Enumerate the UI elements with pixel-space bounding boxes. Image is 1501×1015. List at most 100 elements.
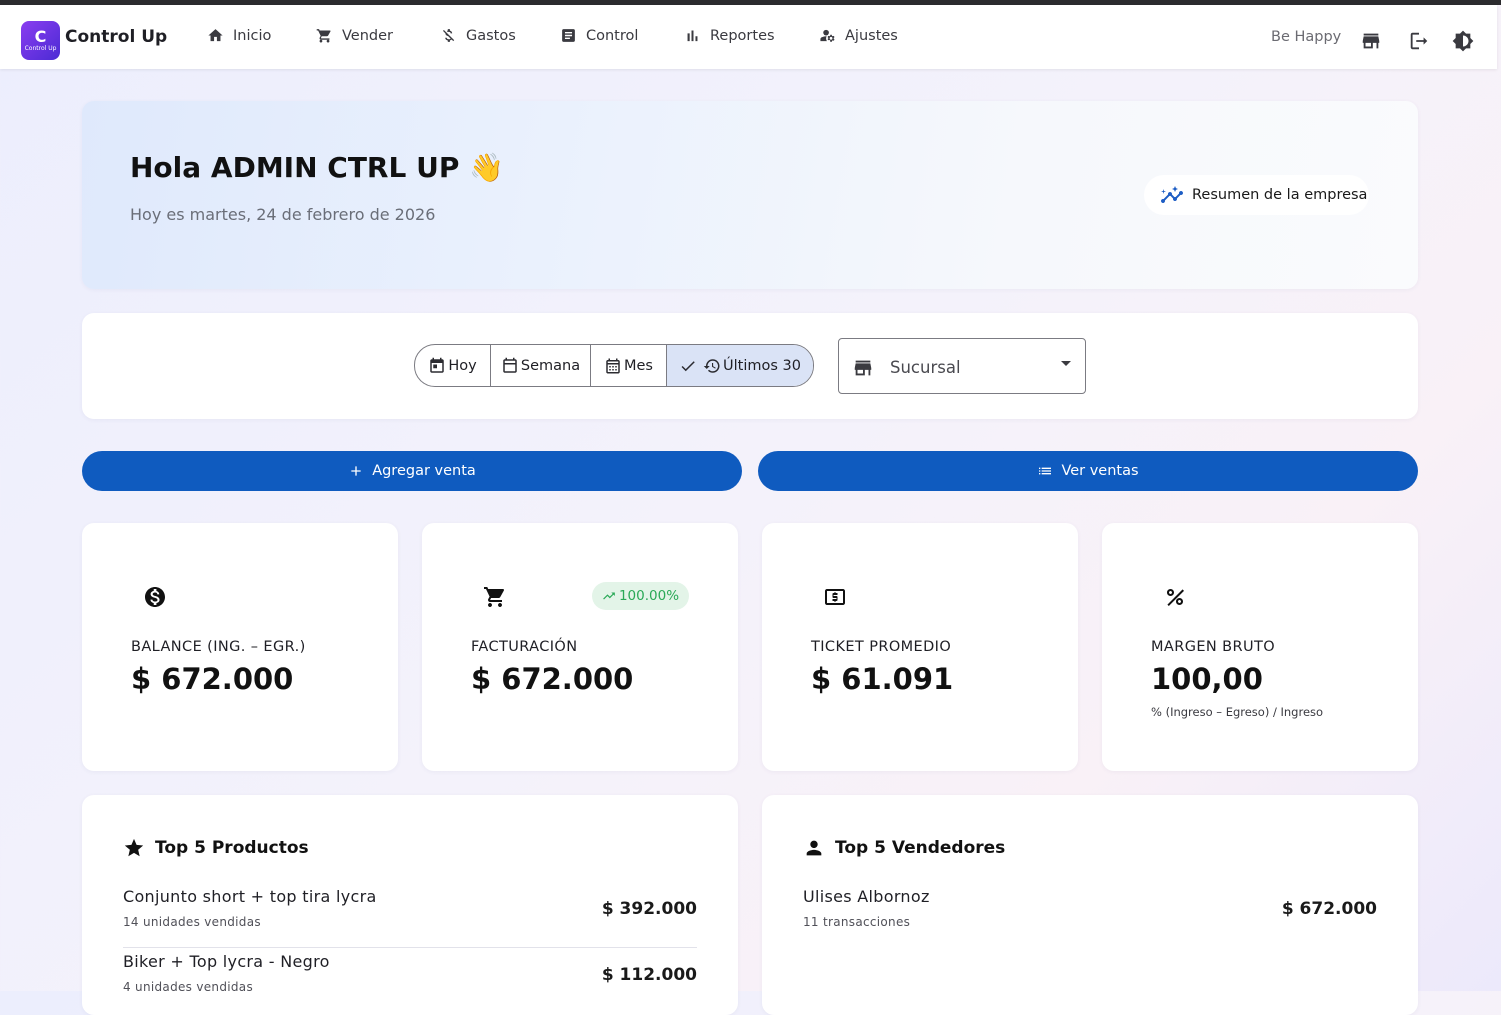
filter-panel: Hoy Semana Mes Últimos 30 Sucursal bbox=[82, 313, 1418, 419]
nav-label: Vender bbox=[342, 27, 393, 44]
product-units: 14 unidades vendidas bbox=[123, 915, 261, 929]
period-ultimos-30-button[interactable]: Últimos 30 bbox=[667, 345, 813, 386]
theme-toggle-button[interactable] bbox=[1452, 30, 1474, 52]
seller-amount: $ 672.000 bbox=[1281, 899, 1377, 919]
product-amount: $ 112.000 bbox=[601, 965, 697, 985]
product-amount: $ 392.000 bbox=[601, 899, 697, 919]
product-name: Biker + Top lycra - Negro bbox=[123, 952, 330, 971]
stat-label: BALANCE (ING. – EGR.) bbox=[131, 639, 306, 655]
title-text: Top 5 Vendedores bbox=[835, 838, 1006, 858]
trending-sparkle-icon bbox=[1161, 186, 1183, 203]
store-button[interactable] bbox=[1360, 30, 1382, 52]
stat-label: MARGEN BRUTO bbox=[1151, 639, 1276, 655]
stat-label: TICKET PROMEDIO bbox=[811, 639, 952, 655]
store-icon bbox=[1362, 33, 1380, 49]
add-sale-button[interactable]: Agregar venta bbox=[82, 451, 742, 491]
list-item[interactable]: Conjunto short + top tira lycra 14 unida… bbox=[123, 887, 697, 948]
greeting-title: Hola ADMIN CTRL UP 👋 bbox=[130, 151, 504, 184]
nav-label: Inicio bbox=[233, 27, 272, 44]
brand-name[interactable]: Control Up bbox=[65, 27, 168, 47]
welcome-hero: Hola ADMIN CTRL UP 👋 Hoy es martes, 24 d… bbox=[82, 101, 1418, 289]
seller-name: Ulises Albornoz bbox=[803, 887, 930, 906]
store-icon bbox=[854, 360, 872, 376]
top-navbar: C Control Up Control Up Inicio Vender Ga… bbox=[0, 5, 1497, 69]
top-products-card: Top 5 Productos Conjunto short + top tir… bbox=[82, 795, 738, 1015]
app-logo[interactable]: C Control Up bbox=[21, 21, 60, 60]
nav-label: Control bbox=[586, 27, 639, 44]
seller-transactions: 11 transacciones bbox=[803, 915, 911, 929]
plus-icon bbox=[351, 466, 361, 476]
product-name: Conjunto short + top tira lycra bbox=[123, 887, 377, 906]
dollar-circle-icon bbox=[145, 587, 165, 607]
list-icon bbox=[1039, 467, 1052, 475]
product-units: 4 unidades vendidas bbox=[123, 980, 253, 994]
top-sellers-title: Top 5 Vendedores bbox=[803, 837, 1005, 859]
company-summary-button[interactable]: Resumen de la empresa bbox=[1144, 175, 1369, 215]
stat-value: $ 61.091 bbox=[811, 662, 954, 696]
stat-value: $ 672.000 bbox=[471, 662, 634, 696]
logout-button[interactable] bbox=[1408, 30, 1430, 52]
stat-card-facturacion: 100.00% FACTURACIÓN $ 672.000 bbox=[422, 523, 738, 771]
nav-label: Ajustes bbox=[845, 27, 898, 44]
stat-label: FACTURACIÓN bbox=[471, 639, 578, 655]
bar-chart-icon bbox=[687, 30, 698, 42]
top-products-title: Top 5 Productos bbox=[123, 837, 309, 859]
calendar-month-icon bbox=[606, 358, 620, 373]
nav-item-gastos[interactable]: Gastos bbox=[440, 27, 516, 44]
percent-icon bbox=[1167, 589, 1184, 606]
cash-icon bbox=[825, 589, 845, 605]
chevron-down-icon bbox=[1061, 361, 1071, 366]
nav-item-inicio[interactable]: Inicio bbox=[207, 27, 271, 44]
branch-select[interactable]: Sucursal bbox=[838, 338, 1086, 394]
period-label: Semana bbox=[520, 357, 581, 374]
top-sellers-card: Top 5 Vendedores Ulises Albornoz 11 tran… bbox=[762, 795, 1418, 1015]
logout-icon bbox=[1410, 32, 1428, 50]
trending-up-icon bbox=[603, 592, 615, 600]
check-icon bbox=[681, 360, 695, 371]
history-icon bbox=[703, 358, 720, 373]
growth-badge: 100.00% bbox=[592, 582, 689, 610]
period-hoy-button[interactable]: Hoy bbox=[415, 345, 491, 386]
list-box-icon bbox=[562, 29, 575, 42]
settings-user-icon bbox=[820, 29, 835, 42]
summary-label: Resumen de la empresa bbox=[1192, 187, 1368, 203]
period-label: Mes bbox=[624, 357, 653, 374]
logo-letter: C bbox=[34, 27, 47, 46]
period-label: Hoy bbox=[448, 357, 477, 374]
period-semana-button[interactable]: Semana bbox=[491, 345, 591, 386]
cart-icon bbox=[484, 587, 505, 607]
calendar-today-icon bbox=[430, 357, 445, 373]
nav-label: Gastos bbox=[466, 27, 516, 44]
growth-value: 100.00% bbox=[618, 588, 680, 604]
home-icon bbox=[208, 29, 223, 42]
calendar-week-icon bbox=[503, 357, 517, 373]
logo-caption: Control Up bbox=[24, 45, 57, 52]
add-sale-label: Agregar venta bbox=[372, 463, 476, 479]
nav-item-reportes[interactable]: Reportes bbox=[684, 27, 775, 44]
nav-item-ajustes[interactable]: Ajustes bbox=[819, 27, 898, 44]
nav-label: Reportes bbox=[710, 27, 775, 44]
stat-card-margen: MARGEN BRUTO 100,00 % (Ingreso – Egreso)… bbox=[1102, 523, 1418, 771]
brightness-icon bbox=[1452, 30, 1474, 52]
person-icon bbox=[806, 840, 822, 856]
view-sales-button[interactable]: Ver ventas bbox=[758, 451, 1418, 491]
store-name[interactable]: Be Happy bbox=[1271, 29, 1342, 45]
stat-value: 100,00 bbox=[1151, 662, 1263, 696]
star-icon bbox=[124, 838, 144, 857]
period-segmented-control: Hoy Semana Mes Últimos 30 bbox=[414, 344, 814, 387]
nav-item-control[interactable]: Control bbox=[560, 27, 638, 44]
branch-select-placeholder: Sucursal bbox=[890, 358, 961, 377]
stat-note: % (Ingreso – Egreso) / Ingreso bbox=[1151, 705, 1324, 719]
nav-item-vender[interactable]: Vender bbox=[316, 27, 393, 44]
period-ultimos-content: Últimos 30 bbox=[703, 357, 801, 375]
period-label: Últimos 30 bbox=[723, 357, 801, 374]
stat-value: $ 672.000 bbox=[131, 662, 294, 696]
list-item[interactable]: Biker + Top lycra - Negro 4 unidades ven… bbox=[123, 952, 697, 1012]
window-top-edge bbox=[0, 0, 1501, 5]
title-text: Top 5 Productos bbox=[155, 838, 309, 858]
list-item[interactable]: Ulises Albornoz 11 transacciones $ 672.0… bbox=[803, 887, 1377, 947]
money-off-icon bbox=[442, 29, 455, 42]
period-mes-button[interactable]: Mes bbox=[591, 345, 667, 386]
stat-card-balance: BALANCE (ING. – EGR.) $ 672.000 bbox=[82, 523, 398, 771]
date-line: Hoy es martes, 24 de febrero de 2026 bbox=[130, 205, 436, 224]
